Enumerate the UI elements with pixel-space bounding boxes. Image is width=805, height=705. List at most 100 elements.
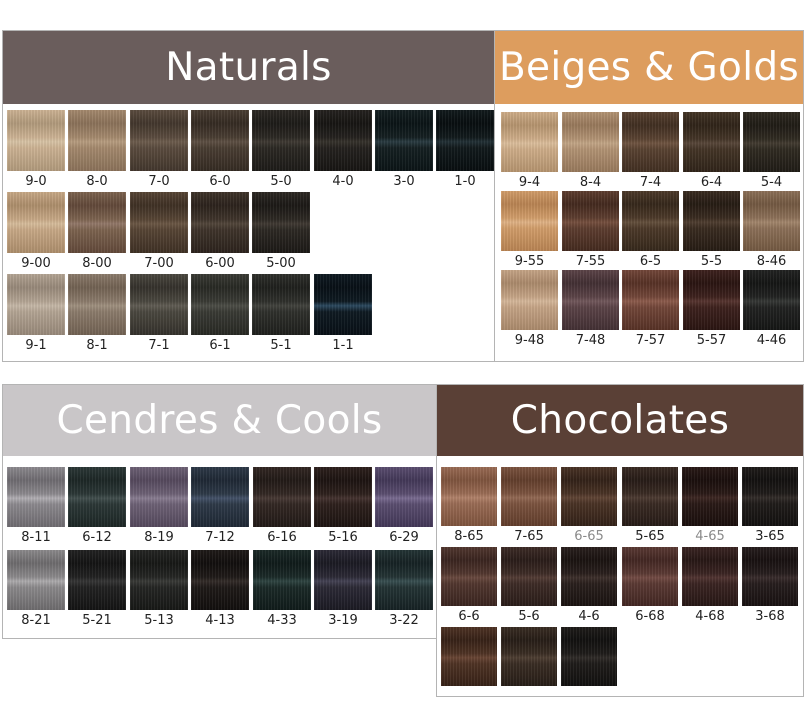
swatch-code-label: 6-0 xyxy=(209,174,231,189)
hair-swatch xyxy=(436,110,494,171)
hair-swatch xyxy=(253,550,311,610)
hair-swatch xyxy=(561,467,617,526)
swatch-cell: 3-0 xyxy=(375,110,433,190)
swatch-code-label: 4-13 xyxy=(205,613,235,628)
hair-swatch xyxy=(253,467,311,527)
hair-swatch xyxy=(743,112,800,172)
swatch-cell: 4-46 xyxy=(743,270,800,348)
swatch-cell: 8-1 xyxy=(68,274,126,354)
hair-swatch xyxy=(683,112,740,172)
swatch-code-label: 9-48 xyxy=(514,333,545,348)
swatch-code-label: 7-4 xyxy=(639,175,662,190)
swatch-code-label: 4-33 xyxy=(267,613,297,628)
swatch-code-label: 5-57 xyxy=(696,333,727,348)
swatch-code-label: 7-65 xyxy=(514,529,544,544)
swatch-code-label: 8-19 xyxy=(144,530,174,545)
swatch-cell: 7-65 xyxy=(501,467,557,545)
hair-swatch xyxy=(191,467,249,527)
hair-swatch xyxy=(7,550,65,610)
swatch-cell: 6-65 xyxy=(561,467,617,545)
swatch-code-label: 6-29 xyxy=(389,530,419,545)
hair-swatch xyxy=(501,467,557,526)
hair-swatch xyxy=(561,547,617,606)
swatch-cell: 8-4 xyxy=(562,112,619,190)
swatch-code-label: 5-1 xyxy=(270,338,292,353)
swatch-cell: 7-48 xyxy=(562,270,619,348)
hair-swatch xyxy=(743,270,800,330)
swatch-code-label: 7-00 xyxy=(144,256,174,271)
swatch-cell: 5-21 xyxy=(68,550,126,631)
swatch-cell: 7-1 xyxy=(130,274,188,354)
swatch-cell: 5-00 xyxy=(252,192,310,272)
swatch-cell: 7-12 xyxy=(191,467,249,548)
hair-swatch xyxy=(191,274,249,335)
swatch-code-label: 5-16 xyxy=(328,530,358,545)
swatch-code-label: 5-4 xyxy=(760,175,783,190)
swatch-code-label: 7-57 xyxy=(635,333,666,348)
swatch-code-label: 8-65 xyxy=(454,529,484,544)
hair-swatch xyxy=(68,110,126,171)
hair-swatch xyxy=(622,270,679,330)
swatch-cell: 7-00 xyxy=(130,192,188,272)
swatch-code-label: 8-0 xyxy=(86,174,108,189)
swatch-code-label: 5-13 xyxy=(144,613,174,628)
swatch-cell: 9-0 xyxy=(7,110,65,190)
swatch-cell: 8-11 xyxy=(7,467,65,548)
hair-swatch xyxy=(130,467,188,527)
panel-cendres-cools: Cendres & Cools 8-11 6-12 8-19 7-12 6-16 5-16… xyxy=(2,384,437,639)
hair-swatch xyxy=(314,550,372,610)
hair-swatch xyxy=(252,192,310,253)
swatch-cell: 5-16 xyxy=(314,467,372,548)
swatch-cell: 6-68 xyxy=(622,547,678,625)
hair-swatch xyxy=(622,112,679,172)
swatch-cell xyxy=(501,627,557,705)
panel-chocolates: Chocolates 8-65 7-65 6-65 5-65 4-65 3-65 6-6 5-… xyxy=(436,384,804,697)
swatch-cell: 4-6 xyxy=(561,547,617,625)
swatch-cell: 8-00 xyxy=(68,192,126,272)
swatch-code-label: 7-48 xyxy=(575,333,606,348)
hair-swatch xyxy=(501,627,557,686)
hair-swatch xyxy=(622,547,678,606)
hair-swatch xyxy=(314,110,372,171)
swatch-code-label: 4-65 xyxy=(695,529,725,544)
swatch-code-label: 4-6 xyxy=(578,609,600,624)
panel-naturals: Naturals 9-0 8-0 7-0 6-0 5-0 4-0 3-0 1-0 9-00 8-0… xyxy=(2,30,495,362)
hair-swatch xyxy=(7,110,65,171)
swatch-code-label: 8-11 xyxy=(21,530,51,545)
hair-swatch xyxy=(742,547,798,606)
hair-swatch xyxy=(68,192,126,253)
hair-swatch xyxy=(130,192,188,253)
panel-header-cendres-cools: Cendres & Cools xyxy=(3,385,436,456)
hair-swatch xyxy=(191,550,249,610)
hair-swatch xyxy=(441,627,497,686)
swatch-cell: 9-48 xyxy=(501,270,558,348)
hair-swatch xyxy=(562,270,619,330)
swatch-code-label: 4-46 xyxy=(756,333,787,348)
hair-swatch xyxy=(68,467,126,527)
swatch-cell: 5-13 xyxy=(130,550,188,631)
hair-swatch xyxy=(682,467,738,526)
swatch-cell: 6-5 xyxy=(622,191,679,269)
swatch-cell: 9-4 xyxy=(501,112,558,190)
swatch-cell: 3-65 xyxy=(742,467,798,545)
swatch-cell: 3-22 xyxy=(375,550,433,631)
swatch-cell: 9-00 xyxy=(7,192,65,272)
hair-swatch xyxy=(501,547,557,606)
swatch-cell: 5-65 xyxy=(622,467,678,545)
hair-swatch xyxy=(130,550,188,610)
swatch-code-label: 5-0 xyxy=(270,174,292,189)
hair-swatch xyxy=(130,110,188,171)
swatch-cell: 1-1 xyxy=(314,274,372,354)
hair-swatch xyxy=(561,627,617,686)
swatch-cell: 6-0 xyxy=(191,110,249,190)
hair-swatch xyxy=(375,550,433,610)
swatch-cell xyxy=(561,627,617,705)
swatch-cell: 5-5 xyxy=(683,191,740,269)
swatch-code-label: 5-6 xyxy=(518,609,540,624)
swatch-cell: 7-0 xyxy=(130,110,188,190)
hair-swatch xyxy=(742,467,798,526)
hair-swatch xyxy=(7,274,65,335)
hair-swatch xyxy=(314,467,372,527)
hair-swatch xyxy=(501,191,558,251)
hair-swatch xyxy=(375,110,433,171)
